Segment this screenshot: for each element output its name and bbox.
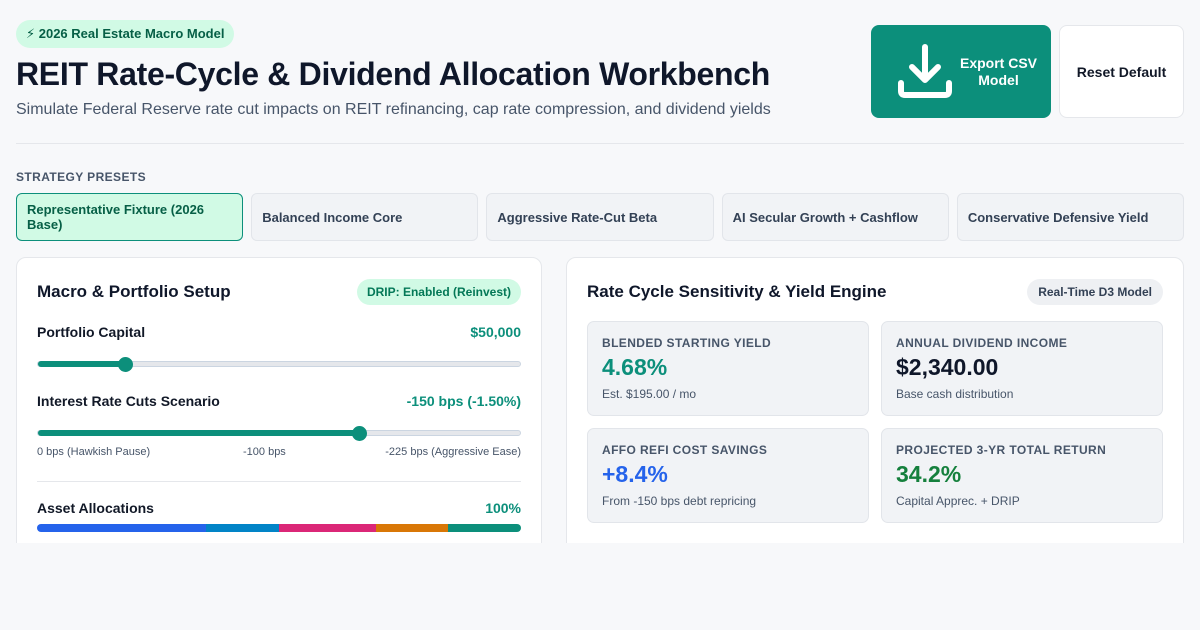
metric-value: $2,340.00 <box>896 354 999 380</box>
rate-tick-min: 0 bps (Hawkish Pause) <box>37 446 151 458</box>
allocation-segment-4 <box>375 524 449 532</box>
capital-value: $50,000 <box>470 324 521 340</box>
metric-label: BLENDED STARTING YIELD <box>602 336 772 350</box>
allocation-bar <box>37 524 521 532</box>
rate-tick-mid: -100 bps <box>243 446 286 458</box>
setup-title: Macro & Portfolio Setup <box>37 282 231 301</box>
allocations-label: Asset Allocations <box>37 500 154 516</box>
engine-panel: Rate Cycle Sensitivity & Yield Engine Re… <box>566 257 1184 557</box>
capital-label: Portfolio Capital <box>37 324 146 340</box>
preset-representative-fixture[interactable]: Representative Fixture (2026 Base) <box>16 193 244 241</box>
metric-affo-savings: AFFO REFI COST SAVINGS +8.4% From -150 b… <box>587 428 869 523</box>
rate-tick-max: -225 bps (Aggressive Ease) <box>385 446 521 458</box>
metric-label: ANNUAL DIVIDEND INCOME <box>896 336 1068 350</box>
preset-aggressive-rate-cut[interactable]: Aggressive Rate-Cut Beta <box>486 193 714 241</box>
drip-toggle[interactable]: DRIP: Enabled (Reinvest) <box>356 279 521 305</box>
rate-cuts-slider-thumb[interactable] <box>352 426 368 441</box>
metric-value: 4.68% <box>602 354 668 380</box>
export-csv-button[interactable]: Export CSV Model <box>871 25 1051 118</box>
allocation-segment-3 <box>278 524 376 532</box>
metric-total-return: PROJECTED 3-YR TOTAL RETURN 34.2% Capita… <box>881 428 1163 523</box>
presets-label: STRATEGY PRESETS <box>16 170 146 184</box>
allocations-total: 100% <box>485 500 521 516</box>
capital-slider-thumb[interactable] <box>117 357 133 372</box>
download-icon <box>898 43 952 98</box>
preset-list: Representative Fixture (2026 Base) Balan… <box>16 193 1185 241</box>
rate-cuts-slider-fill <box>38 430 360 436</box>
engine-title: Rate Cycle Sensitivity & Yield Engine <box>587 282 887 301</box>
metric-blended-yield: BLENDED STARTING YIELD 4.68% Est. $195.0… <box>587 321 869 416</box>
metric-sub: Est. $195.00 / mo <box>602 387 697 401</box>
rate-cuts-slider[interactable] <box>37 426 521 441</box>
metric-value: 34.2% <box>896 461 962 487</box>
metric-sub: Base cash distribution <box>896 387 1014 401</box>
capital-slider[interactable] <box>37 357 521 372</box>
rate-cuts-label: Interest Rate Cuts Scenario <box>37 393 220 409</box>
page-subtitle: Simulate Federal Reserve rate cut impact… <box>16 101 771 118</box>
viewport-fold <box>0 543 1200 630</box>
metric-label: PROJECTED 3-YR TOTAL RETURN <box>896 443 1107 457</box>
model-badge: ⚡ 2026 Real Estate Macro Model <box>16 20 235 48</box>
metric-sub: From -150 bps debt repricing <box>602 494 757 508</box>
preset-ai-secular-growth[interactable]: AI Secular Growth + Cashflow <box>721 193 949 241</box>
metric-sub: Capital Apprec. + DRIP <box>896 494 1020 508</box>
metric-label: AFFO REFI COST SAVINGS <box>602 443 768 457</box>
header-divider <box>16 143 1184 144</box>
allocation-segment-2 <box>206 524 279 532</box>
allocation-segment-1 <box>37 524 207 532</box>
allocation-segment-5 <box>448 524 521 532</box>
preset-balanced-income[interactable]: Balanced Income Core <box>251 193 479 241</box>
d3-model-badge: Real-Time D3 Model <box>1027 279 1163 305</box>
export-csv-label: Export CSV Model <box>959 54 1037 88</box>
setup-panel: Macro & Portfolio Setup DRIP: Enabled (R… <box>16 257 542 557</box>
metric-value: +8.4% <box>602 461 668 487</box>
setup-divider <box>37 481 521 482</box>
rate-cuts-value: -150 bps (-1.50%) <box>406 393 521 409</box>
page-title: REIT Rate-Cycle & Dividend Allocation Wo… <box>16 56 771 92</box>
metric-annual-income: ANNUAL DIVIDEND INCOME $2,340.00 Base ca… <box>881 321 1163 416</box>
preset-conservative-defensive[interactable]: Conservative Defensive Yield <box>956 193 1185 241</box>
reset-default-button[interactable]: Reset Default <box>1059 25 1184 118</box>
capital-slider-fill <box>38 361 125 367</box>
